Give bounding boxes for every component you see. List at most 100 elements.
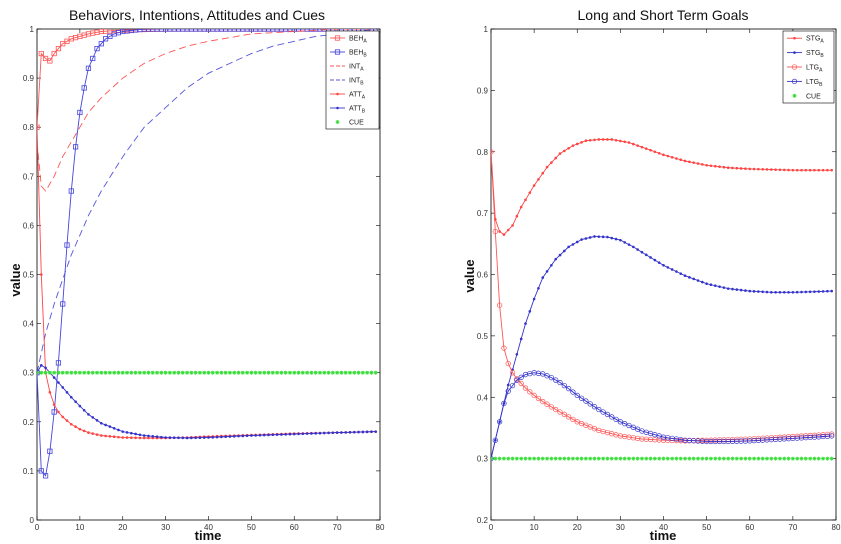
chart-right-series-ltg-b-point	[570, 389, 576, 395]
chart-left-series-att-b-point	[39, 364, 43, 367]
chart-left-xtick-label: 60	[290, 523, 299, 532]
chart-right-series-stg-b-point	[770, 290, 773, 294]
chart-right-series-cue-point	[674, 456, 679, 461]
chart-right-series-stg-b-point	[519, 337, 523, 341]
chart-right-series-stg-b-point	[757, 290, 760, 293]
chart-left-series-att-b-point	[301, 432, 305, 436]
chart-left-legend-entry-cue-label-name: CUE	[349, 120, 364, 127]
chart-left-series-att-a-point	[37, 125, 39, 129]
chart-left-series-beh-b-point	[218, 29, 224, 32]
chart-right-series-ltg-b-point	[626, 422, 632, 429]
chart-left-series-cue-point	[296, 370, 301, 375]
chart-right-series-cue-point	[493, 456, 498, 461]
chart-right-legend-entry-stg-a-marker	[793, 36, 796, 40]
chart-left-ytick-label: 0.6	[23, 221, 35, 230]
chart-left-series-att-b-point	[95, 419, 99, 422]
chart-right-series-stg-a-point	[580, 141, 583, 144]
chart-left-series-beh-b-point	[38, 468, 44, 474]
chart-left-series-cue-point	[116, 370, 121, 375]
chart-left-series-att-b-point	[134, 432, 137, 436]
chart-left-series-beh-b	[37, 29, 379, 479]
chart-left-series-att-b-point	[198, 436, 202, 440]
chart-right-series-stg-b-point	[515, 352, 519, 356]
chart-left-series-cue-point	[313, 370, 318, 375]
chart-left-series-cue-point	[356, 370, 361, 375]
chart-right-legend-entry-stg-b-label: STGB	[806, 50, 824, 59]
chart-right-series-cue-point	[575, 456, 580, 461]
chart-left-series-att-b-point	[61, 386, 65, 389]
chart-right-series-cue-point	[609, 456, 614, 461]
chart-right-series-stg-b-point	[774, 290, 777, 294]
chart-left-series-beh-a-point	[38, 50, 44, 57]
chart-right-series-cue-point	[605, 456, 610, 461]
chart-right-series-cue-point	[519, 456, 524, 461]
chart-left-series-att-b-point	[151, 435, 155, 438]
chart-right-series-cue-point	[562, 456, 567, 461]
chart-left-series-beh-b-point	[64, 242, 70, 248]
chart-left-series-cue-point	[65, 370, 70, 375]
chart-right-ytick-label: 0.4	[477, 393, 489, 402]
chart-right-series-cue-point	[786, 456, 791, 461]
chart-left-series-beh-b-point	[244, 29, 250, 32]
chart-left-legend-entry-beh-a-label: BEHA	[349, 36, 367, 45]
chart-right-series-stg-b-point	[675, 270, 678, 273]
chart-left-series-beh-b-point	[317, 29, 323, 32]
chart-left-series-att-b-point	[211, 436, 215, 439]
chart-right-series-ltg-b-point	[596, 406, 602, 413]
chart-left-series-beh-b-point	[261, 29, 267, 32]
chart-left-legend-entry-int-b-label-name: INT	[349, 78, 361, 85]
chart-left-series-beh-b-point	[231, 29, 237, 32]
chart-right-series-stg-b-point	[826, 289, 829, 293]
chart-left-series-beh-b-point	[278, 29, 284, 32]
chart-right-series-ltg-b-point	[565, 386, 572, 392]
chart-left-series-att-b-point	[335, 431, 339, 434]
chart-left-series-cue-point	[215, 370, 220, 375]
chart-left-series-beh-b-point	[274, 29, 280, 32]
chart-right-series-stg-b-point	[778, 290, 782, 294]
chart-left-series-cue-point	[275, 370, 280, 375]
chart-left-series-cue-point	[90, 370, 95, 375]
chart-right-series-cue-point	[829, 456, 834, 461]
chart-left-ytick-label: 1	[30, 25, 35, 34]
chart-left-series-att-b-point	[318, 431, 322, 435]
chart-right-series-ltg-a-point	[531, 392, 537, 399]
chart-left-legend-entry-beh-a-label-subscript: A	[363, 39, 367, 45]
chart-right-series-ltg-a-point	[496, 302, 503, 308]
chart-right-series-cue-point	[717, 456, 722, 461]
chart-left-series-beh-b-point	[235, 29, 242, 32]
chart-left-series-cue-point	[270, 370, 275, 375]
chart-left-series-cue-point	[347, 370, 352, 375]
chart-right-series-stg-b-point	[787, 290, 790, 294]
chart-left-series-att-b-point	[160, 435, 163, 439]
chart-left-series-att-b-point	[284, 433, 287, 436]
chart-right-series-ltg-b-point	[544, 373, 550, 379]
chart-left-series-beh-b-point	[270, 29, 276, 32]
chart-right-series-stg-b-point	[735, 288, 739, 291]
chart-left-series-att-b-point	[237, 434, 240, 438]
chart-right-series-stg-b-point	[813, 290, 816, 293]
chart-left-series-att-b-point	[254, 434, 257, 437]
chart-left-series-beh-b-point	[227, 29, 233, 32]
chart-left-series-beh-b-point	[150, 29, 156, 32]
chart-right-legend-entry-stg-b-marker	[793, 51, 796, 54]
chart-right-series-ltg-a-point	[553, 406, 559, 413]
chart-left-series-att-a-point	[57, 410, 60, 414]
chart-left-series-att-b-point	[155, 435, 159, 439]
chart-left-series-cue-point	[266, 370, 271, 375]
chart-right-series-ltg-a-point	[509, 370, 516, 376]
chart-left-series-att-b-point	[130, 431, 133, 435]
chart-right-series-cue-point	[790, 456, 795, 461]
chart-left-series-att-b-point	[52, 376, 56, 379]
chart-left-series-cue-point	[86, 370, 91, 375]
chart-left-series-beh-b-point	[188, 29, 194, 32]
chart-left-series-cue-point	[142, 370, 147, 375]
chart-left-series-att-a-point	[82, 429, 86, 433]
chart-left-series-att-b-point	[65, 391, 69, 394]
chart-right-series-stg-b-point	[649, 256, 652, 259]
chart-right-series-stg-a-point	[696, 162, 700, 165]
chart-right-series-stg-a-point	[519, 205, 523, 209]
chart-right-series-ltg-b	[491, 370, 835, 462]
chart-left-series-cue-point	[155, 370, 160, 375]
chart-right-series-stg-a-point	[558, 152, 562, 155]
